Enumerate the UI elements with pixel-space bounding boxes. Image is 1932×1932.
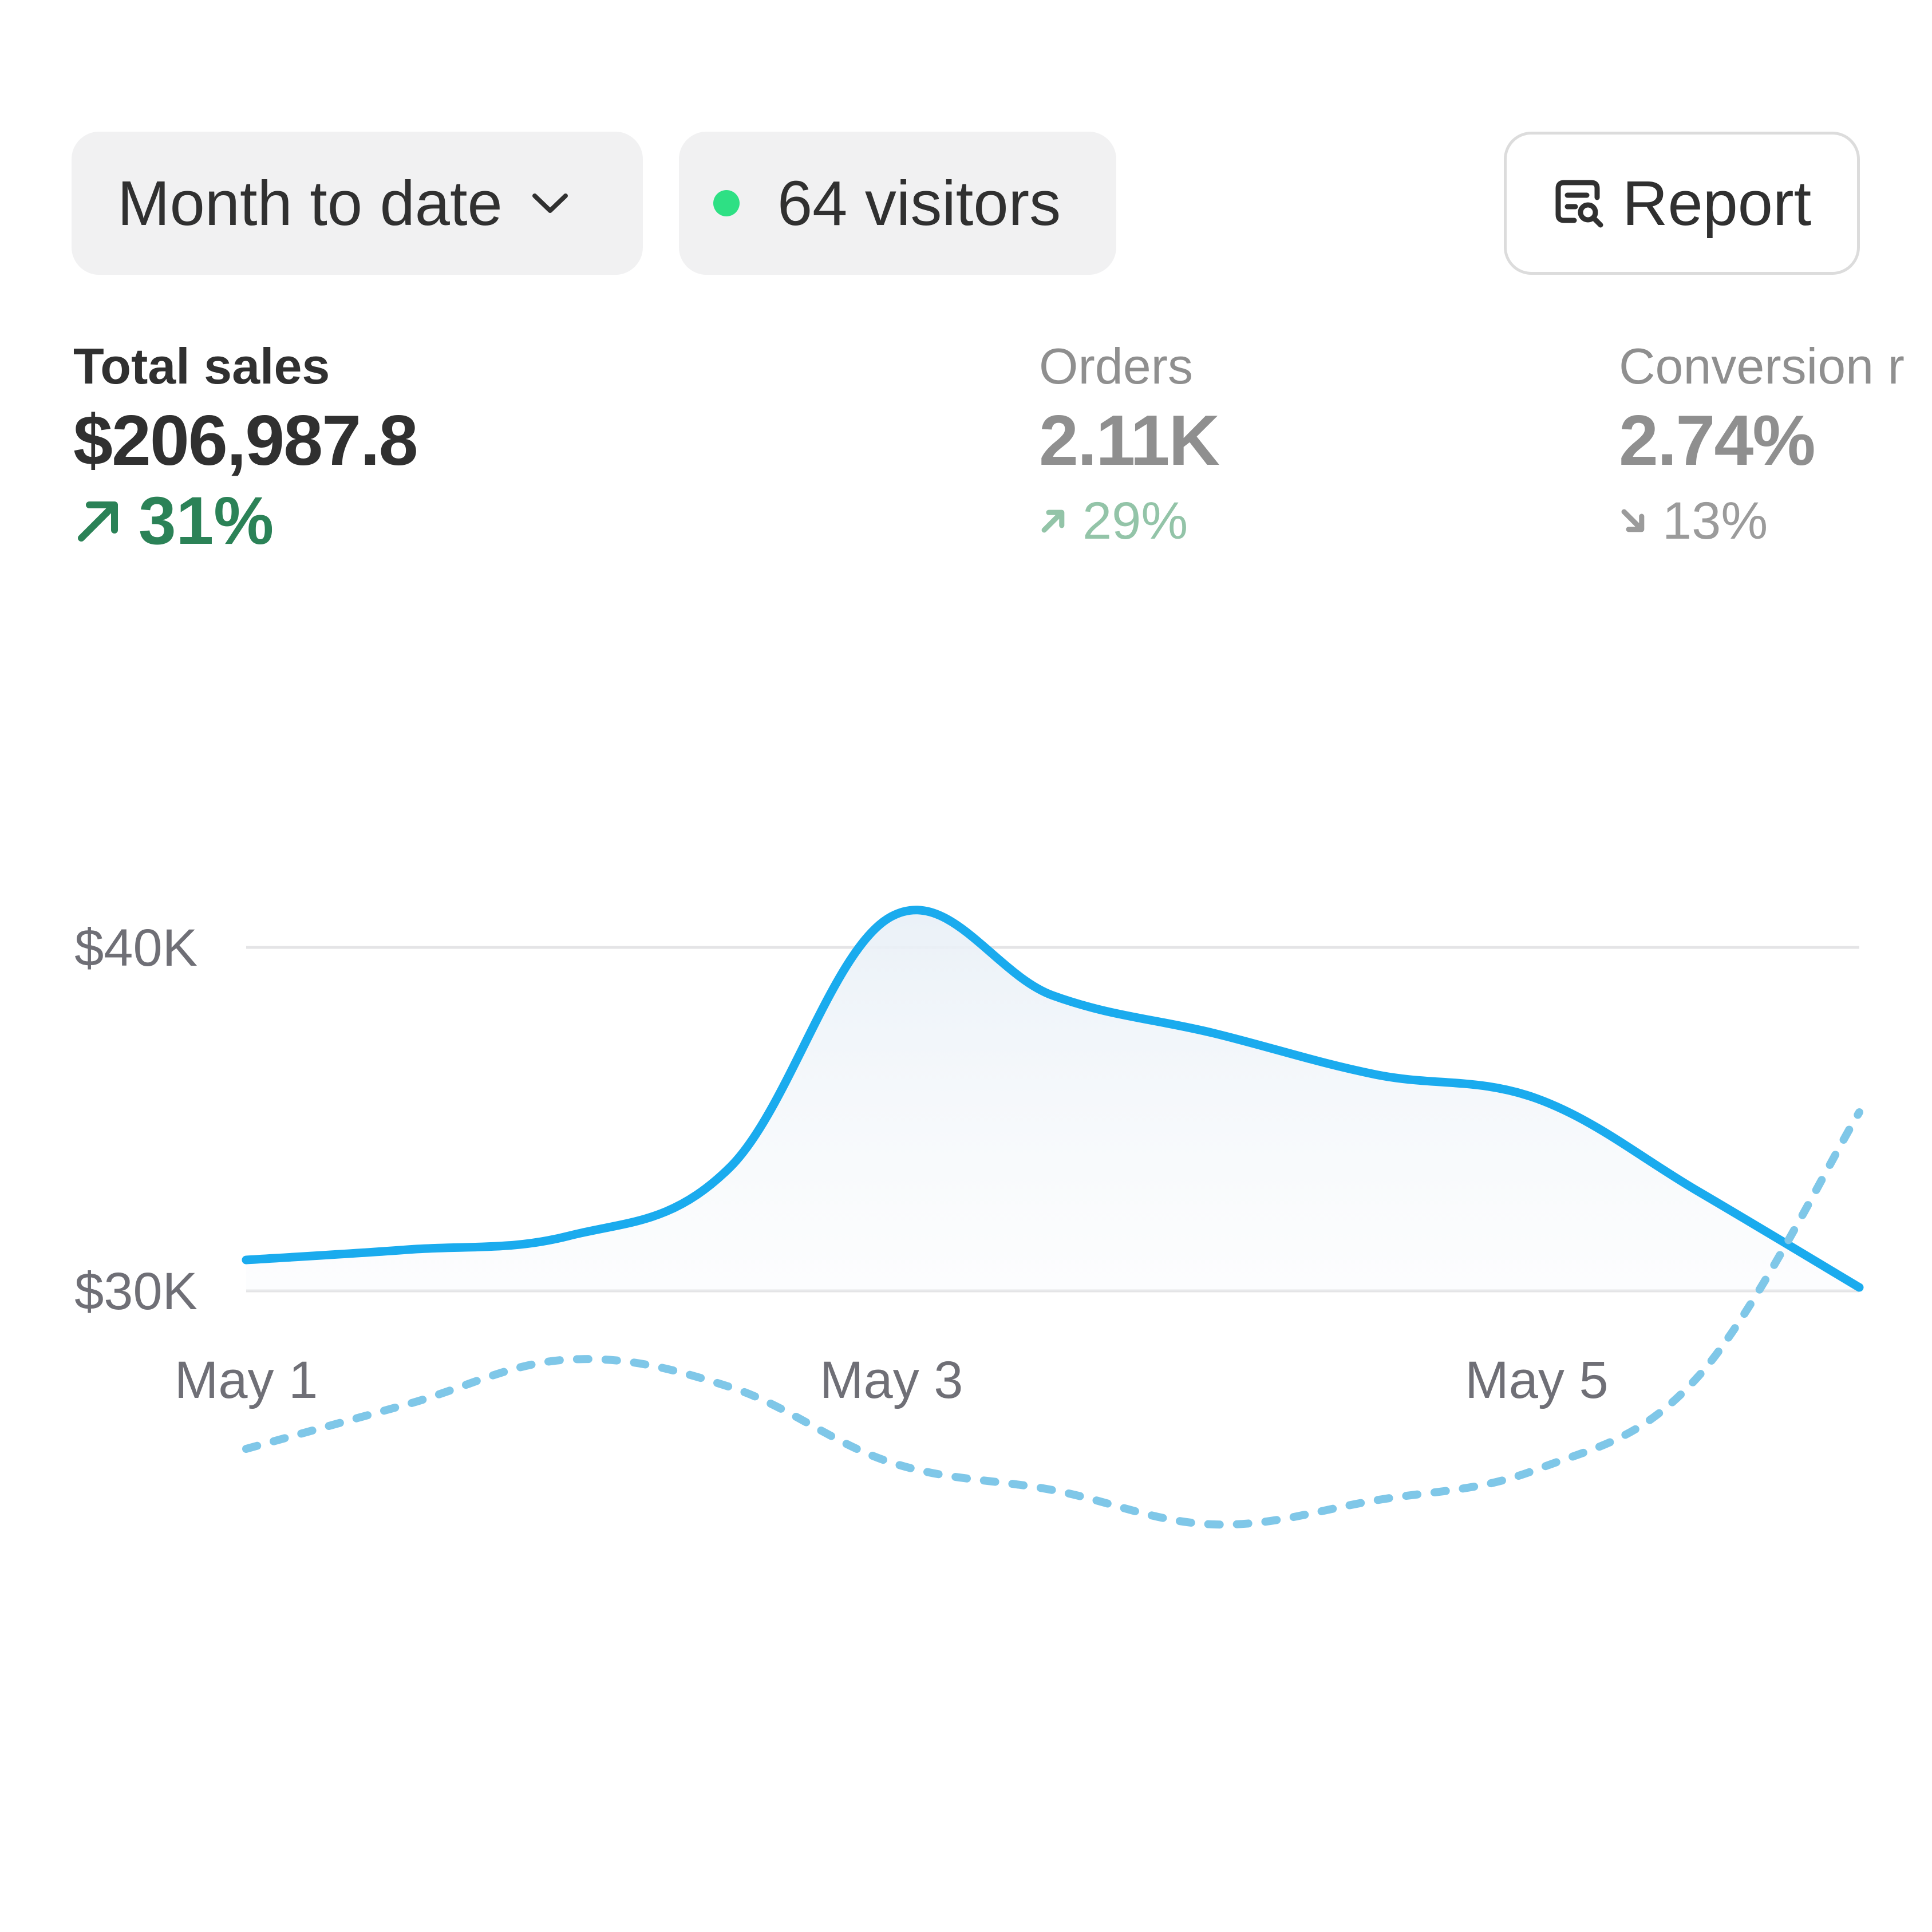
x-tick-label: May 5 xyxy=(1465,1351,1609,1409)
arrow-up-right-icon xyxy=(1039,507,1068,535)
period-dropdown[interactable]: Month to date xyxy=(72,132,643,275)
metric-value: 2.11K xyxy=(1039,401,1220,480)
report-search-icon xyxy=(1551,176,1606,231)
period-label: Month to date xyxy=(117,168,503,239)
report-label: Report xyxy=(1622,168,1812,239)
metric-value: $206,987.8 xyxy=(73,401,418,480)
arrow-up-right-icon xyxy=(73,496,124,546)
metric-delta: 31% xyxy=(73,484,417,558)
x-tick-label: May 1 xyxy=(175,1351,318,1409)
chevron-down-icon xyxy=(530,189,570,218)
metric-orders[interactable]: Orders 2.11K 29% xyxy=(1039,335,1220,558)
metric-delta: 13% xyxy=(1619,484,1905,558)
metric-label: Total sales xyxy=(73,338,330,394)
metric-value: 2.74% xyxy=(1619,401,1816,480)
metric-delta-value: 29% xyxy=(1082,492,1188,550)
y-tick-label: $30K xyxy=(74,1262,197,1321)
metric-delta: 29% xyxy=(1039,484,1219,558)
visitors-label: 64 visitors xyxy=(777,168,1061,239)
x-tick-label: May 3 xyxy=(820,1351,963,1409)
report-button[interactable]: Report xyxy=(1504,132,1860,275)
metric-delta-value: 13% xyxy=(1662,492,1768,550)
current-series-line xyxy=(242,906,1864,1292)
live-status-dot xyxy=(713,190,740,216)
series-area-fill xyxy=(246,910,1859,1291)
metric-label: Conversion r xyxy=(1619,338,1905,394)
y-tick-label: $40K xyxy=(74,919,197,977)
metric-conversion-rate[interactable]: Conversion r 2.74% 13% xyxy=(1619,335,1905,558)
comparison-series-line xyxy=(242,1108,1863,1529)
metric-total-sales[interactable]: Total sales $206,987.8 31% xyxy=(73,335,418,558)
metric-delta-value: 31% xyxy=(139,483,274,559)
live-visitors-button[interactable]: 64 visitors xyxy=(679,132,1116,275)
arrow-down-right-icon xyxy=(1619,507,1647,535)
metric-label: Orders xyxy=(1039,338,1193,394)
